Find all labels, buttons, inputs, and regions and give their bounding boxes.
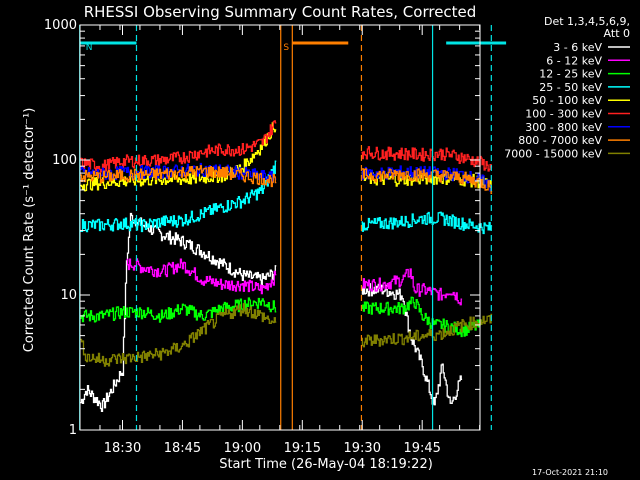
series-line-9-segment-1	[80, 303, 277, 367]
series-line-2-segment-1	[126, 258, 277, 295]
x-tick-label-6: 19:45	[403, 441, 440, 456]
legend-entry-label-5: 50 - 100 keV	[532, 94, 602, 107]
series-line-4-segment-2	[361, 211, 493, 235]
y-tick-label-4: 1000	[44, 18, 77, 33]
y-axis-label: Corrected Count Rate (s⁻¹ detector⁻¹)	[22, 108, 37, 353]
series-layer	[80, 120, 493, 412]
series-line-6-segment-1	[80, 120, 277, 173]
series-line-6-segment-2	[361, 146, 493, 172]
series-line-8-segment-2	[361, 168, 493, 195]
series-line-8-segment-1	[80, 165, 277, 188]
legend-entry-label-1: 3 - 6 keV	[553, 41, 602, 54]
x-tick-label-4: 19:15	[284, 441, 321, 456]
legend-header-line-1: Det 1,3,4,5,6,9,	[544, 15, 630, 28]
legend-entry-label-6: 100 - 300 keV	[525, 108, 602, 121]
flag-label-2: S	[283, 43, 289, 53]
legend-entry-label-9: 7000 - 15000 keV	[504, 147, 602, 160]
series-line-2-segment-2	[361, 268, 463, 306]
series-line-3-segment-2	[361, 296, 483, 338]
legend-entry-label-4: 25 - 50 keV	[539, 81, 602, 94]
series-line-9-segment-2	[361, 313, 493, 348]
axis-layer: 1 10 100 1000 18:30 18:45 19:00 19:15 19:30 19:45	[44, 18, 481, 456]
y-tick-label-1: 1	[69, 423, 77, 438]
legend-entry-label-3: 12 - 25 keV	[539, 68, 602, 81]
flag-label-1: N	[86, 43, 93, 53]
y-tick-label-3: 100	[52, 153, 77, 168]
legend-entry-label-7: 300 - 800 keV	[525, 121, 602, 134]
legend-header-line-2: Att 0	[604, 27, 630, 40]
x-tick-label-2: 18:45	[164, 441, 201, 456]
x-tick-label-5: 19:30	[344, 441, 381, 456]
legend-entry-label-2: 6 - 12 keV	[546, 54, 602, 67]
x-tick-label-1: 18:30	[104, 441, 141, 456]
series-line-1-segment-1	[80, 212, 277, 412]
chart-title: RHESSI Observing Summary Count Rates, Co…	[84, 3, 477, 21]
series-line-4-segment-1	[80, 160, 277, 233]
legend-entry-label-8: 800 - 7000 keV	[518, 134, 602, 147]
footer-date: 17-Oct-2021 21:10	[532, 468, 608, 477]
x-axis-label: Start Time (26-May-04 18:19:22)	[219, 457, 433, 472]
x-tick-label-3: 19:00	[224, 441, 261, 456]
y-tick-label-2: 10	[60, 288, 77, 303]
